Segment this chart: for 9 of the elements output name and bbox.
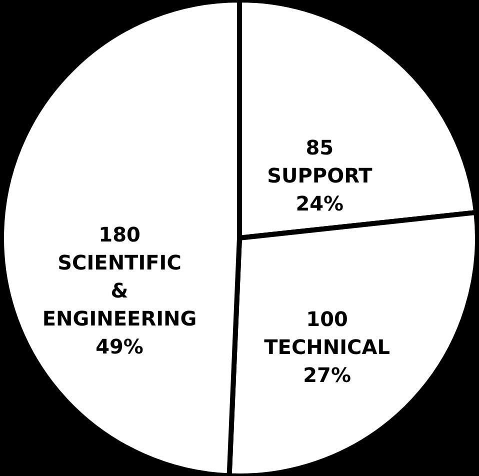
data-label: 100 [306, 307, 348, 332]
text: 27% [303, 363, 351, 388]
slice-label: SUPPORT [267, 164, 373, 188]
slice-label: TECHNICAL [264, 335, 390, 360]
slice-label: SCIENTIFIC & ENGINEERING [42, 250, 197, 330]
text: 24% [296, 192, 344, 216]
text: 49% [96, 334, 144, 358]
data-label: 180 [98, 222, 140, 246]
data-label: 85 [306, 136, 334, 160]
